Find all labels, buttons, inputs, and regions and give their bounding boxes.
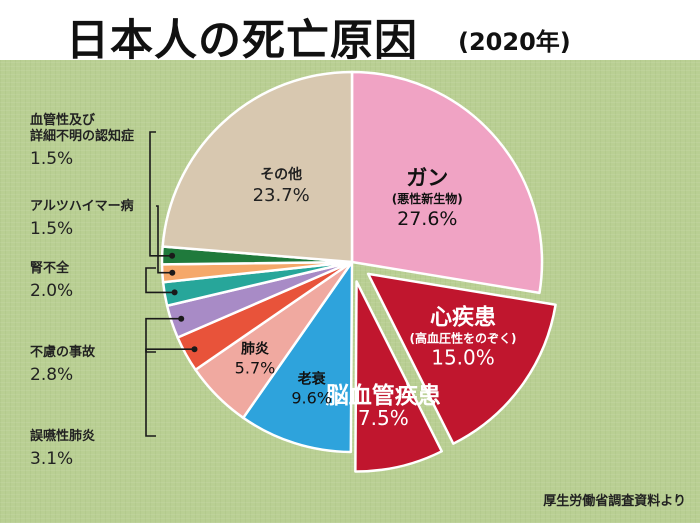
slice-label-3-val: 9.6% (291, 389, 332, 408)
slice-label-1-sub: (高血圧性をのぞく) (410, 331, 517, 346)
pie-slice-0 (350, 70, 544, 295)
chart-title: 日本人の死亡原因 (66, 16, 418, 66)
external-label-0-line-0: 血管性及び (30, 112, 96, 128)
leader-dot-1 (169, 269, 176, 276)
slice-label-1-name: 心疾患 (430, 305, 496, 331)
pie-slice-3 (241, 260, 354, 454)
slice-label-10-name: その他 (260, 166, 302, 183)
pie-slice-10 (161, 70, 354, 264)
leader-dot-0 (169, 252, 176, 259)
external-value-2: 2.0% (30, 281, 73, 301)
pie-slice-2 (354, 280, 443, 473)
slice-label-3-name: 老衰 (298, 371, 327, 388)
external-label-4-line-0: 誤嚥性肺炎 (30, 428, 95, 444)
leader-dot-4 (191, 346, 198, 353)
leader-dot-3 (178, 315, 185, 322)
leader-line-0 (149, 131, 173, 257)
slice-label-10-val: 23.7% (253, 185, 310, 206)
leader-line-3 (145, 317, 182, 353)
chart-year: (2020年) (458, 28, 571, 56)
slice-label-1-val: 15.0% (431, 346, 495, 370)
external-label-3-line-0: 不慮の事故 (30, 344, 96, 360)
slice-label-4-val: 5.7% (235, 358, 276, 377)
leader-line-2 (145, 267, 175, 294)
external-value-4: 3.1% (30, 449, 73, 469)
external-label-1-line-0: アルツハイマー病 (30, 198, 134, 214)
slice-label-4-name: 肺炎 (241, 341, 269, 357)
external-value-0: 1.5% (30, 149, 73, 169)
external-label-2-line-0: 腎不全 (30, 260, 70, 276)
leader-line-1 (156, 205, 173, 274)
slice-label-2-val: 7.5% (358, 406, 409, 430)
slice-label-0-sub: (悪性新生物) (392, 191, 463, 206)
external-label-0-line-1: 詳細不明の認知症 (30, 128, 134, 144)
slice-label-2-name: 脳血管疾患 (326, 382, 441, 409)
external-value-1: 1.5% (30, 219, 73, 239)
slice-label-0-val: 27.6% (397, 208, 457, 230)
slice-label-0-name: ガン (406, 166, 448, 190)
external-value-3: 2.8% (30, 365, 73, 385)
leader-line-4 (145, 348, 195, 437)
source-note: 厚生労働省調査資料より (543, 494, 686, 509)
pie-slice-1 (366, 272, 557, 445)
title-banner: 日本人の死亡原因 (2020年) (0, 0, 700, 66)
leader-dot-2 (171, 289, 178, 296)
